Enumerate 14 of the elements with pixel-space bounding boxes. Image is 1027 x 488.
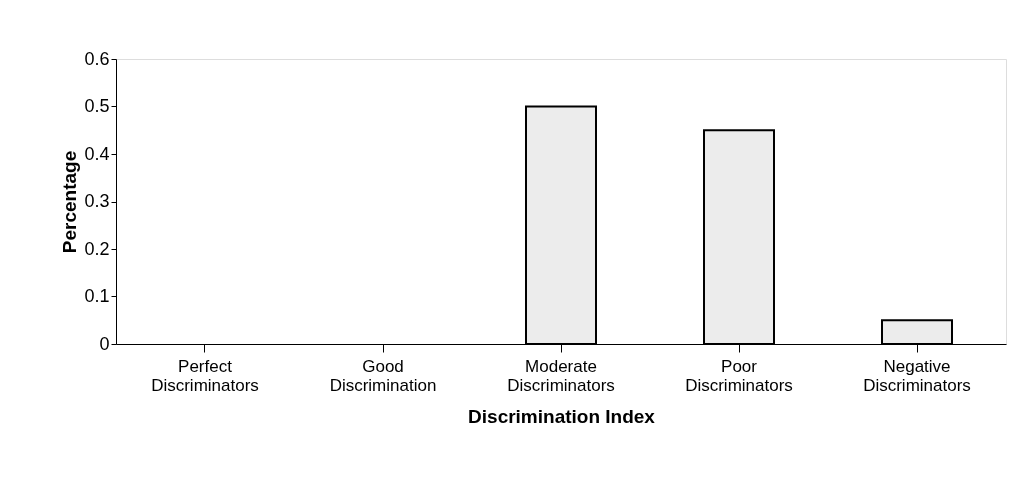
x-tick-label: Moderate Discriminators	[507, 356, 615, 395]
y-tick-label: 0.5	[84, 96, 110, 116]
y-tick-label: 0.2	[84, 238, 110, 259]
y-tick-label: 0	[99, 333, 110, 354]
x-tick-label: Negative Discriminators	[863, 356, 971, 395]
y-tick-label: 0.6	[84, 48, 110, 69]
y-tick-label: 0.3	[84, 191, 110, 211]
x-axis-title: Discrimination Index	[468, 405, 656, 427]
y-axis-title: Percentage	[59, 150, 81, 254]
x-tick-label: Perfect Discriminators	[151, 356, 259, 395]
x-tick-label: Good Discrimination	[329, 356, 437, 395]
x-tick-label: Poor Discriminators	[685, 356, 793, 395]
y-tick-label: 0.4	[84, 143, 110, 164]
y-tick-label: 0.1	[84, 286, 110, 306]
